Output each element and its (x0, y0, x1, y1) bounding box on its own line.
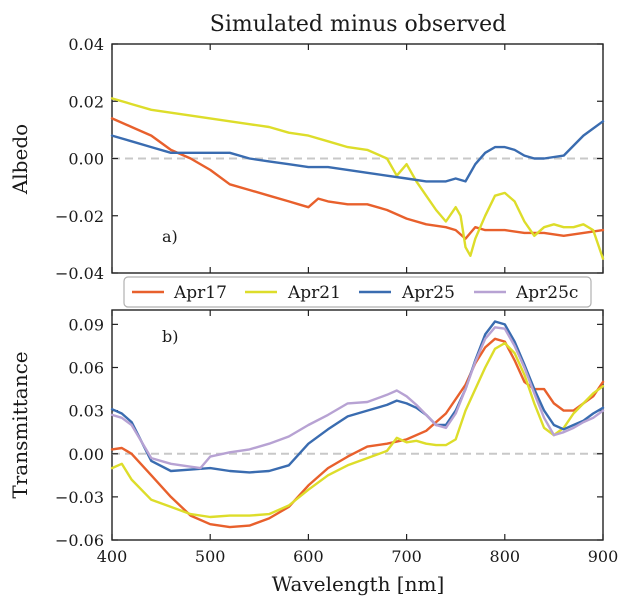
legend-label-apr21: Apr21 (287, 283, 341, 303)
panel-a-y-tick-label: 0.04 (68, 35, 104, 54)
panel-b-label: b) (162, 327, 178, 346)
panel-b-y-tick-label: 0.00 (68, 445, 104, 464)
panel-b-y-axis-label: Transmittance (8, 351, 32, 498)
x-tick-label: 400 (97, 547, 128, 566)
panel-a-series-apr17 (110, 117, 605, 240)
panel-b: −0.06 −0.03 0.00 0.03 0.06 0.09 400 500 600 700 8… (8, 309, 619, 596)
legend-label-apr17: Apr17 (173, 283, 227, 303)
legend: Apr17 Apr21 Apr25 Apr25c (123, 276, 592, 308)
panel-b-y-tick-label: 0.03 (68, 402, 104, 421)
panel-b-frame (111, 309, 604, 541)
panel-b-series (110, 320, 605, 529)
panel-a-y-tick-label: −0.04 (55, 264, 104, 283)
panel-b-y-tick-label: 0.09 (68, 315, 104, 334)
panel-b-x-ticks: 400 500 600 700 800 900 (97, 310, 619, 566)
x-axis-label: Wavelength [nm] (272, 572, 445, 596)
x-tick-label: 900 (588, 547, 619, 566)
panel-a-y-ticks: −0.04 −0.02 0.00 0.02 0.04 (55, 35, 603, 283)
legend-label-apr25: Apr25 (401, 283, 455, 303)
x-tick-label: 500 (195, 547, 226, 566)
panel-a-y-tick-label: 0.00 (68, 150, 104, 169)
panel-b-series-apr17 (110, 337, 605, 529)
panel-b-series-apr25 (110, 320, 605, 474)
chart-title: Simulated minus observed (210, 12, 506, 37)
panel-b-y-tick-label: 0.06 (68, 359, 104, 378)
panel-a-y-tick-label: −0.02 (55, 207, 104, 226)
panel-a-x-ticks (111, 44, 604, 273)
x-tick-label: 600 (293, 547, 324, 566)
panel-a: −0.04 −0.02 0.00 0.02 0.04 a) Albedo (8, 35, 605, 283)
panel-a-series (110, 97, 605, 260)
panel-a-series-apr25 (110, 120, 605, 183)
panel-a-label: a) (162, 227, 178, 246)
legend-label-apr25c: Apr25c (515, 283, 578, 303)
panel-b-y-tick-label: −0.03 (55, 488, 104, 507)
x-tick-label: 700 (391, 547, 422, 566)
panel-b-y-tick-label: −0.06 (55, 531, 104, 550)
panel-a-series-apr21 (110, 97, 605, 260)
panel-b-series-apr21 (110, 341, 605, 519)
legend-frame (123, 276, 592, 308)
panel-b-series-apr25c (110, 326, 605, 470)
panel-a-y-axis-label: Albedo (8, 124, 32, 195)
panel-a-y-tick-label: 0.02 (68, 92, 104, 111)
x-tick-label: 800 (490, 547, 521, 566)
panel-b-y-ticks: −0.06 −0.03 0.00 0.03 0.06 0.09 (55, 315, 603, 550)
